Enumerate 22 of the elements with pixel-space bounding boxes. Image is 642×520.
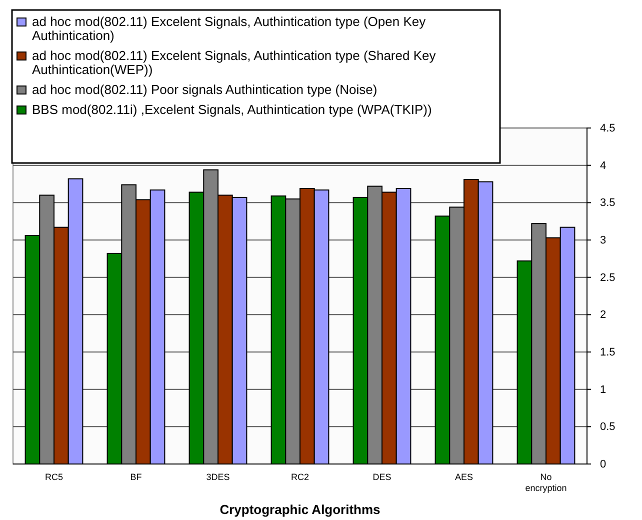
x-tick-label: RC5 xyxy=(44,472,64,482)
legend-label: ad hoc mod(802.11) Excelent Signals, Authintication type (Open Key Authintication) xyxy=(32,14,426,43)
x-tick-label: AES xyxy=(454,472,474,482)
y-tick-label: 3.5 xyxy=(600,197,616,210)
y-tick-label: 2.5 xyxy=(600,272,616,284)
x-tick-label: BF xyxy=(130,472,142,482)
y-tick-label: 2 xyxy=(600,309,606,322)
y-tick-label: 4.5 xyxy=(600,122,616,135)
y-tick-label: 4 xyxy=(600,160,606,172)
legend-label: ad hoc mod(802.11) Poor signals Authintication type (Noise) xyxy=(32,82,378,97)
x-tick-label: 3DES xyxy=(206,472,230,482)
x-tick-label: No encryption xyxy=(525,472,567,493)
y-tick-label: 1 xyxy=(600,384,606,396)
legend-label: BBS mod(802.11i) ,Excelent Signals, Authintication type (WPA(TKIP)) xyxy=(32,102,432,117)
y-tick-label: 0 xyxy=(600,458,606,471)
x-axis-title: Cryptographic Algorithms xyxy=(220,502,380,517)
y-tick-label: 0.5 xyxy=(600,421,616,434)
legend-label: ad hoc mod(802.11) Excelent Signals, Authintication type (Shared Key Authintication(WEP)) xyxy=(32,48,436,77)
y-tick-label: 1.5 xyxy=(600,346,616,359)
x-tick-label: RC2 xyxy=(290,472,310,482)
x-tick-label: DES xyxy=(372,472,392,482)
y-tick-label: 3 xyxy=(600,234,606,247)
